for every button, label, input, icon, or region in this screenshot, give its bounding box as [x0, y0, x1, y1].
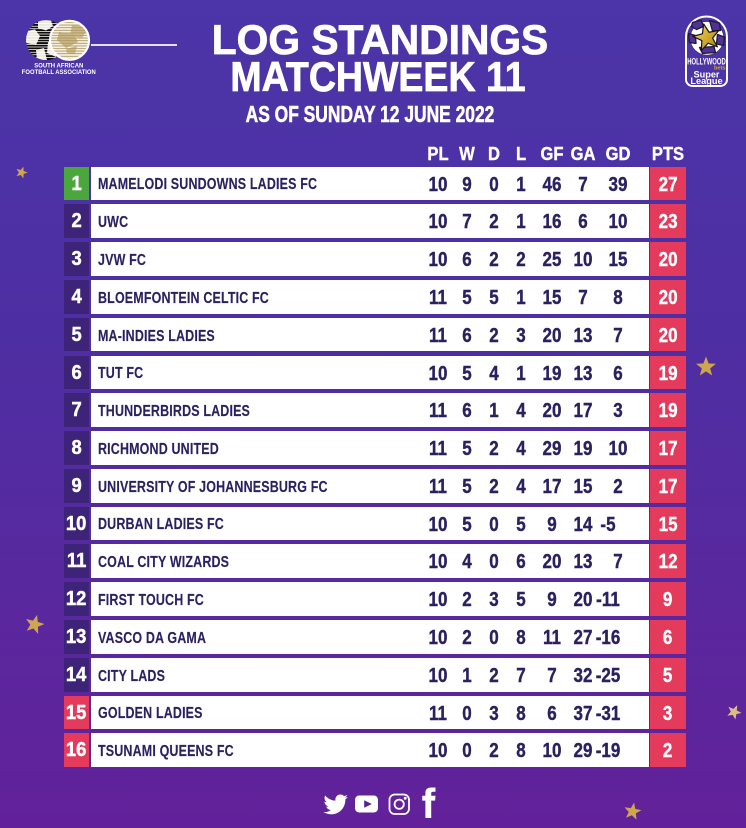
svg-text:bets: bets	[714, 65, 726, 71]
svg-text:Super: Super	[693, 70, 719, 80]
svg-text:SOUTH AFRICAN: SOUTH AFRICAN	[34, 64, 83, 70]
svg-text:League: League	[690, 76, 722, 86]
svg-text:FOOTBALL ASSOCIATION: FOOTBALL ASSOCIATION	[22, 70, 96, 76]
svg-text:HOLLYWOOD: HOLLYWOOD	[687, 57, 726, 67]
